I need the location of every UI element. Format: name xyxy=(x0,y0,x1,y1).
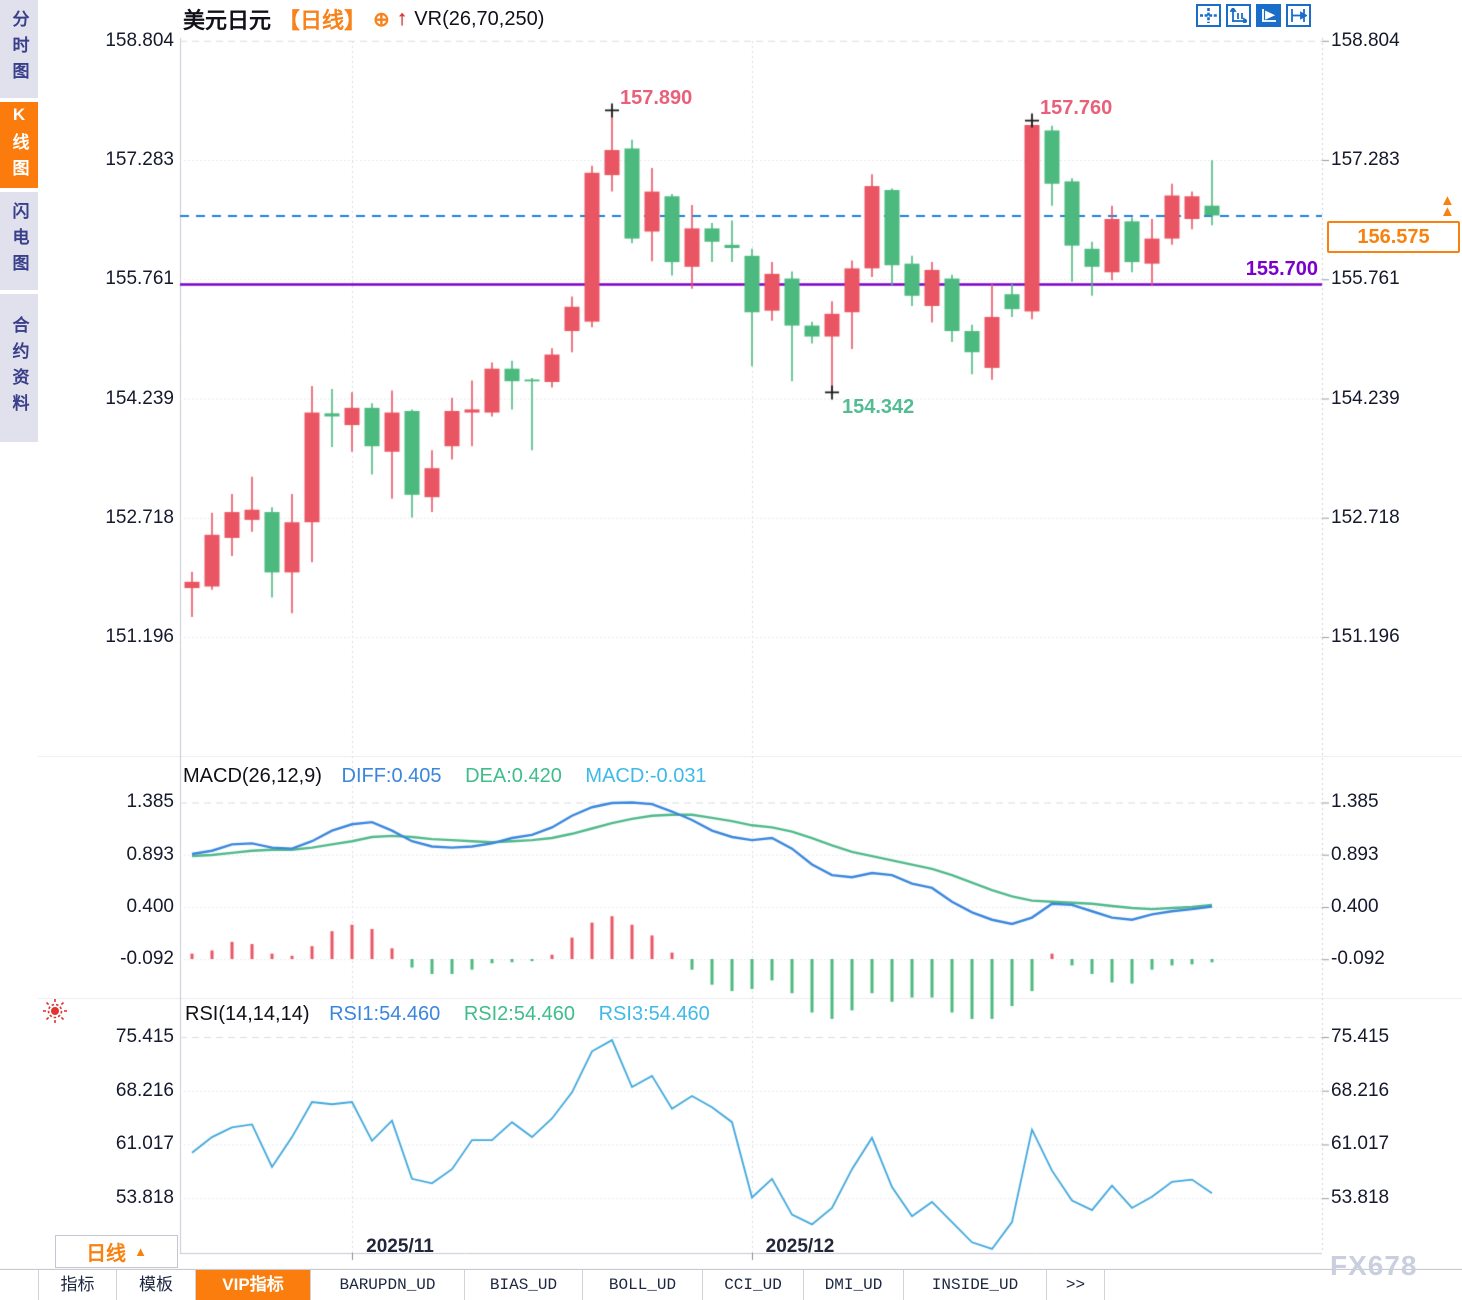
sidebar-tab-1[interactable]: 分时图 xyxy=(0,0,38,98)
bottom-tab--[interactable]: >> xyxy=(1047,1270,1105,1300)
low-annotation-154342: 154.342 xyxy=(842,396,915,418)
indicator-settings-sun-icon[interactable] xyxy=(42,998,68,1029)
up-arrow-icon: ↑ xyxy=(396,7,408,30)
period-tag: 【日线】 xyxy=(278,8,367,33)
macd-axis-label: -0.092 xyxy=(1331,948,1385,970)
price-axis-label: 154.239 xyxy=(105,387,174,409)
axis-scale-icon[interactable] xyxy=(1226,4,1251,27)
rsi-axis-label: 61.017 xyxy=(115,1133,174,1155)
bottom-tab-barupdn-ud[interactable]: BARUPDN_UD xyxy=(311,1270,465,1300)
macd-value: MACD:-0.031 xyxy=(585,765,707,787)
current-price-badge: 156.575 xyxy=(1327,221,1460,253)
period-selector-arrow-icon: ▲ xyxy=(134,1244,147,1259)
rsi-axis-label: 75.415 xyxy=(1331,1026,1390,1047)
price-axis-label: 151.196 xyxy=(105,625,174,647)
bottom-tab-dmi-ud[interactable]: DMI_UD xyxy=(804,1270,904,1300)
x-axis-label-nov: 2025/11 xyxy=(366,1236,434,1257)
shift-right-icon[interactable] xyxy=(1286,4,1311,27)
vr-indicator-label: VR(26,70,250) xyxy=(414,7,545,30)
macd-diff-value: DIFF:0.405 xyxy=(341,765,442,787)
macd-axis-label: 1.385 xyxy=(126,791,174,813)
bottom-tab-bias-ud[interactable]: BIAS_UD xyxy=(465,1270,583,1300)
auto-scale-icon[interactable] xyxy=(1256,4,1281,27)
indicator-tab-bar: 指标 模板 VIP指标 BARUPDN_UD BIAS_UD BOLL_UD CCI_UD D… xyxy=(0,1269,1462,1300)
watermark: FX678 xyxy=(1330,1250,1418,1281)
x-axis-label-dec: 2025/12 xyxy=(765,1236,835,1257)
price-axis-label: 155.761 xyxy=(105,268,174,290)
sidebar-tab-2[interactable]: K线图 xyxy=(0,102,38,188)
macd-axis-label: 0.893 xyxy=(1331,843,1379,865)
symbol-title: 美元日元 xyxy=(183,8,272,33)
macd-axis-label: 0.893 xyxy=(126,843,174,865)
rsi2-value: RSI2:54.460 xyxy=(463,1003,576,1025)
bottom-tab-boll-ud[interactable]: BOLL_UD xyxy=(583,1270,703,1300)
bottom-tab-vip指标[interactable]: VIP指标 xyxy=(196,1270,311,1300)
rsi-axis-label: 53.818 xyxy=(1331,1187,1390,1209)
macd-axis-label: 0.400 xyxy=(126,896,174,917)
sidebar-tab-3[interactable]: 闪电图 xyxy=(0,192,38,290)
chart-toolbar xyxy=(1196,4,1311,27)
price-axis-label: 152.718 xyxy=(1331,506,1400,528)
macd-header: MACD(26,12,9) DIFF:0.405 DEA:0.420 MACD:… xyxy=(183,765,707,788)
macd-axis-label: 1.385 xyxy=(1331,791,1379,813)
rsi-header: RSI(14,14,14) RSI1:54.460 RSI2:54.460 RS… xyxy=(185,1003,710,1026)
price-axis-label: 152.718 xyxy=(105,506,174,528)
add-indicator-icon[interactable]: ⊕ xyxy=(373,8,390,31)
macd-name: MACD(26,12,9) xyxy=(183,765,322,787)
rsi-axis-label: 61.017 xyxy=(1331,1133,1390,1155)
price-up-arrows-icon: ▲ ▲ xyxy=(1440,192,1455,220)
price-axis-label: 155.761 xyxy=(1331,268,1400,290)
rsi-axis-label: 68.216 xyxy=(115,1079,174,1101)
rsi-axis-label: 68.216 xyxy=(1331,1079,1390,1101)
bottom-tab-inside-ud[interactable]: INSIDE_UD xyxy=(904,1270,1047,1300)
period-selector-label: 日线 xyxy=(86,1243,127,1265)
rsi-axis-label: 75.415 xyxy=(115,1026,174,1047)
rsi-name: RSI(14,14,14) xyxy=(185,1003,310,1025)
bottom-tab-指标[interactable]: 指标 xyxy=(38,1270,117,1300)
rsi3-value: RSI3:54.460 xyxy=(598,1003,710,1025)
rsi1-value: RSI1:54.460 xyxy=(329,1003,441,1025)
support-level-label: 155.700 xyxy=(1245,258,1318,280)
macd-axis-label: 0.400 xyxy=(1331,896,1379,917)
high-annotation-157760: 157.760 xyxy=(1040,97,1113,119)
macd-dea-value: DEA:0.420 xyxy=(465,765,562,787)
bottom-tab-模板[interactable]: 模板 xyxy=(117,1270,196,1300)
price-axis-label: 151.196 xyxy=(1331,625,1400,647)
price-axis-label: 157.283 xyxy=(1331,149,1400,170)
sidebar-tab-4[interactable]: 合约资料 xyxy=(0,294,38,442)
rsi-axis-label: 53.818 xyxy=(115,1187,174,1209)
macd-axis-label: -0.092 xyxy=(120,948,174,970)
crosshair-icon[interactable] xyxy=(1196,4,1221,27)
price-axis-label: 158.804 xyxy=(1331,29,1400,51)
bottom-tab-cci-ud[interactable]: CCI_UD xyxy=(703,1270,804,1300)
price-axis-label: 154.239 xyxy=(1331,387,1400,409)
price-axis-label: 158.804 xyxy=(105,29,174,51)
price-axis-label: 157.283 xyxy=(105,149,174,170)
high-annotation-157890: 157.890 xyxy=(620,87,693,109)
period-selector-button[interactable]: 日线 ▲ xyxy=(55,1235,178,1268)
chart-title-row: 美元日元 【日线】 ⊕ ↑ VR(26,70,250) xyxy=(183,4,544,34)
